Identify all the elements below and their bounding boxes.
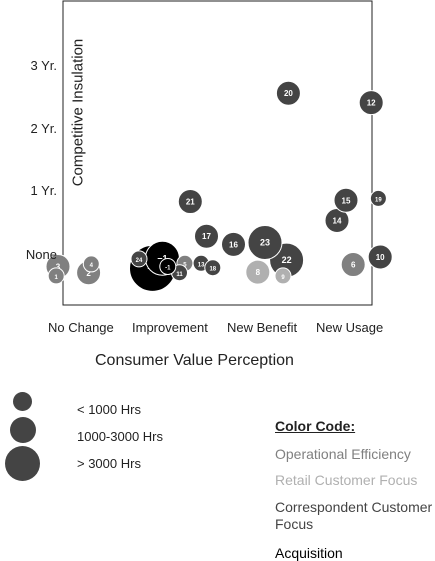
bubble-10: 10 <box>367 244 393 270</box>
bubble-circle <box>367 244 393 270</box>
bubble-label: 19 <box>375 197 382 203</box>
bubble-24: 24 <box>130 250 148 268</box>
bubble-label: 17 <box>202 232 211 241</box>
bubble-4: 4 <box>82 255 100 273</box>
x-tick-no-change: No Change <box>48 320 114 335</box>
bubble-circle <box>247 225 283 261</box>
bubble-label: 15 <box>342 196 351 205</box>
bubble-circle <box>358 90 384 116</box>
color-code-correspondent-customer-focus: Correspondent Customer Focus <box>275 499 433 532</box>
bubble-6: 6 <box>340 252 366 278</box>
x-tick-improvement: Improvement <box>132 320 208 335</box>
color-code-retail-customer-focus: Retail Customer Focus <box>275 472 418 488</box>
bubble-circle <box>369 189 387 207</box>
bubble-1: 1 <box>47 267 65 285</box>
bubble-19: 19 <box>369 189 387 207</box>
bubble-circle <box>130 250 148 268</box>
bubble-circle <box>245 259 271 285</box>
bubble-label: 5 <box>183 262 187 268</box>
bubble-label: 13 <box>198 262 205 268</box>
size-legend-large-dot <box>5 446 40 481</box>
bubble-label: 21 <box>186 198 195 207</box>
bubble-20: 20 <box>275 80 301 106</box>
bubble-label: 8 <box>256 268 261 277</box>
bubble-label: −1 <box>157 253 167 263</box>
bubble-circle <box>159 257 177 275</box>
bubble-label: 24 <box>136 258 143 264</box>
bubble-label: 4 <box>90 263 94 269</box>
bubble-23: 23 <box>247 225 283 261</box>
bubble-circle <box>340 252 366 278</box>
y-tick-1yr: 1 Yr. <box>30 183 57 198</box>
color-code-operational-efficiency: Operational Efficiency <box>275 446 411 462</box>
x-tick-new-benefit: New Benefit <box>227 320 298 335</box>
bubble-label: 16 <box>229 240 238 249</box>
bubble-21: 21 <box>177 189 203 215</box>
bubble-label: 20 <box>284 89 293 98</box>
bubble-circle <box>221 231 246 257</box>
color-code-acquisition: Acquisition <box>275 545 343 561</box>
x-tick-new-usage: New Usage <box>316 320 384 335</box>
size-legend-large-label: > 3000 Hrs <box>77 456 141 471</box>
bubble-label: 2 <box>86 269 91 278</box>
bubble-15: 15 <box>333 187 359 213</box>
size-legend-medium-label: 1000-3000 Hrs <box>77 429 163 444</box>
bubble-circle <box>274 267 292 285</box>
y-axis-label: Competitive Insulation <box>69 38 87 187</box>
size-legend-small-dot <box>13 392 32 411</box>
bubble-circle <box>47 267 65 285</box>
bubble-17: 17 <box>194 223 219 249</box>
x-axis-label: Consumer Value Perception <box>95 352 294 369</box>
y-tick-2yr: 2 Yr. <box>30 121 57 136</box>
size-legend-medium-dot <box>10 417 36 443</box>
bubble-label: 1 <box>55 275 59 281</box>
bubble-18: 18 <box>204 259 222 277</box>
bubble-circle <box>333 187 359 213</box>
bubble-8: 8 <box>245 259 271 285</box>
bubble-label: 14 <box>333 216 342 225</box>
size-legend-small-label: < 1000 Hrs <box>77 402 141 417</box>
bubble-9: 9 <box>274 267 292 285</box>
y-tick-none: None <box>25 247 57 262</box>
bubble-circle <box>177 189 203 215</box>
bubble-label: 11 <box>176 272 183 278</box>
plot-frame <box>62 0 373 306</box>
bubble-12: 12 <box>358 90 384 116</box>
bubble-label: 22 <box>282 255 292 265</box>
bubble-circle <box>204 259 222 277</box>
bubble-label: 9 <box>281 275 285 281</box>
bubble--1: -1 <box>159 257 177 275</box>
bubble-label: 10 <box>376 253 385 262</box>
bubble-16: 16 <box>221 231 246 257</box>
bubble-layer: −22223−123681012141516172021145911131819… <box>45 80 393 292</box>
y-tick-3yr: 3 Yr. <box>30 58 57 73</box>
bubble-label: 3 <box>56 262 61 271</box>
bubble-label: 18 <box>209 267 216 273</box>
bubble-label: 23 <box>260 238 270 248</box>
bubble-circle <box>82 255 100 273</box>
bubble-label: -1 <box>165 265 171 271</box>
color-code-title: Color Code: <box>275 418 356 434</box>
bubble-circle <box>275 80 301 106</box>
bubble-label: 6 <box>351 261 356 270</box>
bubble-circle <box>194 223 219 249</box>
bubble-label: 12 <box>367 99 376 108</box>
